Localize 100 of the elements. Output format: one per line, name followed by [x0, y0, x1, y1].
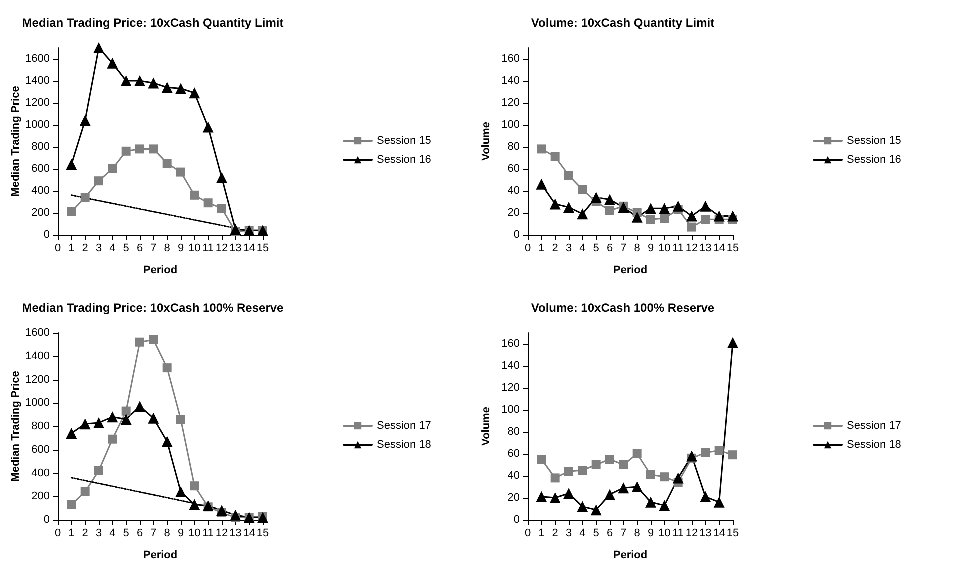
x-tick-label: 11: [672, 242, 684, 254]
legend-label: Session 17: [377, 420, 432, 432]
point: [550, 492, 561, 504]
point: [659, 203, 670, 214]
y-tick-label: 200: [32, 490, 50, 503]
legend-label: Session 18: [377, 439, 432, 451]
point: [564, 488, 574, 500]
point: [190, 482, 200, 491]
y-tick-label: 120: [502, 382, 520, 394]
point: [536, 178, 548, 190]
point: [148, 78, 160, 89]
point: [606, 206, 614, 216]
x-tick-label: 6: [136, 242, 144, 254]
y-tick-label: 160: [502, 53, 520, 65]
point: [67, 207, 76, 216]
point: [94, 466, 104, 476]
x-tick-label: 8: [164, 242, 170, 254]
x-tick-label: 6: [606, 242, 614, 254]
y-tick-label: 600: [32, 163, 50, 175]
x-tick-label: 14: [243, 528, 256, 540]
y-tick-label: 0: [514, 514, 520, 526]
point: [728, 450, 738, 460]
point: [646, 215, 656, 224]
x-tick-label: 3: [566, 528, 572, 540]
point: [216, 172, 228, 184]
x-tick-label: 13: [700, 528, 712, 540]
x-tick-label: 5: [123, 528, 130, 540]
point: [66, 428, 78, 440]
point: [537, 455, 546, 464]
point: [632, 450, 642, 458]
x-tick-label: 13: [230, 528, 242, 540]
point: [700, 200, 712, 212]
y-tick-label: 100: [502, 404, 520, 416]
x-tick-label: 9: [178, 528, 184, 540]
y-tick-label: 40: [508, 470, 520, 482]
point: [550, 152, 560, 162]
x-tick-label: 1: [68, 242, 75, 254]
point: [672, 472, 684, 484]
point: [564, 202, 574, 213]
x-axis-title: Period: [613, 550, 648, 562]
point: [216, 505, 228, 516]
y-tick-label: 0: [44, 514, 50, 526]
point: [700, 491, 712, 502]
legend-label: Session 18: [847, 439, 902, 451]
x-tick-label: 8: [634, 528, 640, 540]
y-tick-label: 20: [508, 207, 520, 219]
x-tick-label: 14: [713, 528, 726, 540]
x-tick-label: 9: [178, 242, 184, 254]
point: [148, 412, 160, 424]
x-tick-label: 11: [202, 242, 214, 254]
point: [176, 83, 186, 94]
x-tick-label: 11: [672, 528, 684, 540]
x-tick-label: 8: [634, 242, 640, 254]
x-tick-label: 4: [110, 242, 116, 254]
point: [688, 222, 696, 232]
y-tick-label: 0: [44, 229, 50, 241]
point: [162, 436, 173, 448]
point: [218, 204, 226, 214]
point: [672, 200, 684, 212]
point: [120, 76, 132, 86]
x-axis-title: Period: [143, 264, 178, 276]
y-axis-title: Median Trading Price: [10, 86, 22, 197]
point: [592, 460, 601, 470]
point: [701, 215, 710, 224]
y-tick-label: 20: [508, 492, 520, 504]
x-tick-label: 7: [620, 528, 627, 540]
legend-label: Session 17: [847, 420, 902, 432]
point: [714, 496, 725, 508]
y-tick-label: 1600: [26, 53, 50, 65]
point: [134, 401, 146, 412]
x-tick-label: 13: [230, 242, 242, 254]
point: [604, 194, 616, 206]
x-tick-label: 10: [188, 242, 201, 254]
x-tick-label: 1: [538, 528, 545, 540]
y-tick-label: 1400: [26, 75, 50, 87]
x-tick-label: 9: [648, 528, 654, 540]
point: [66, 159, 78, 170]
x-tick-label: 0: [54, 528, 62, 540]
point: [94, 417, 104, 428]
y-tick-label: 80: [508, 141, 520, 153]
x-tick-label: 6: [136, 528, 144, 540]
x-tick-label: 6: [606, 528, 614, 540]
y-tick-label: 140: [502, 360, 520, 372]
point: [564, 467, 574, 476]
point: [564, 171, 574, 180]
y-tick-label: 800: [32, 420, 50, 432]
x-tick-label: 7: [150, 242, 157, 254]
point: [176, 486, 186, 498]
point: [202, 500, 214, 512]
x-tick-label: 15: [726, 242, 740, 254]
x-tick-label: 15: [726, 528, 740, 540]
point: [67, 500, 76, 510]
point: [80, 418, 91, 430]
point: [258, 512, 268, 524]
point: [646, 203, 656, 214]
point: [94, 176, 104, 186]
x-tick-label: 12: [686, 242, 698, 254]
x-axis-title: Period: [143, 550, 178, 562]
y-axis-title: Volume: [480, 407, 492, 446]
point: [189, 499, 200, 510]
